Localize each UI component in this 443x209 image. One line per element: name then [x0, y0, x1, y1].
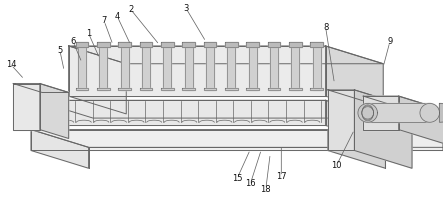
Text: 6: 6 — [70, 37, 76, 46]
Polygon shape — [140, 42, 152, 47]
Polygon shape — [185, 47, 193, 90]
Polygon shape — [249, 47, 256, 90]
Polygon shape — [69, 46, 326, 96]
Polygon shape — [363, 96, 399, 130]
Text: 18: 18 — [260, 185, 271, 194]
Polygon shape — [291, 47, 299, 90]
Polygon shape — [268, 42, 280, 47]
Polygon shape — [118, 42, 131, 47]
Text: 15: 15 — [232, 174, 242, 183]
Polygon shape — [69, 46, 126, 114]
Polygon shape — [313, 47, 321, 90]
Polygon shape — [326, 46, 383, 114]
Polygon shape — [358, 103, 377, 122]
Polygon shape — [225, 42, 238, 47]
Polygon shape — [13, 84, 69, 92]
Polygon shape — [78, 47, 86, 90]
Polygon shape — [97, 42, 110, 47]
Polygon shape — [328, 130, 385, 168]
Text: 4: 4 — [115, 12, 120, 21]
Polygon shape — [163, 47, 171, 90]
Polygon shape — [204, 42, 216, 47]
Polygon shape — [161, 88, 174, 90]
Text: 1: 1 — [86, 29, 91, 38]
Polygon shape — [246, 88, 259, 90]
Polygon shape — [399, 96, 443, 147]
Text: 14: 14 — [6, 60, 16, 69]
Polygon shape — [76, 42, 88, 47]
Polygon shape — [35, 100, 326, 125]
Polygon shape — [76, 88, 88, 90]
Polygon shape — [289, 42, 302, 47]
Polygon shape — [268, 88, 280, 90]
Text: 2: 2 — [128, 5, 133, 14]
Polygon shape — [311, 42, 323, 47]
Polygon shape — [118, 88, 131, 90]
Polygon shape — [439, 103, 443, 122]
Polygon shape — [227, 47, 235, 90]
Text: 5: 5 — [57, 46, 62, 55]
Polygon shape — [270, 47, 278, 90]
Polygon shape — [31, 130, 89, 168]
Polygon shape — [289, 88, 302, 90]
Text: 17: 17 — [276, 172, 287, 181]
Polygon shape — [35, 100, 383, 118]
Text: 10: 10 — [331, 161, 342, 170]
Text: 16: 16 — [245, 179, 256, 189]
Text: 9: 9 — [387, 37, 392, 46]
Polygon shape — [31, 130, 385, 147]
Polygon shape — [363, 96, 443, 114]
Polygon shape — [311, 88, 323, 90]
Polygon shape — [354, 90, 412, 168]
Polygon shape — [326, 100, 383, 143]
Polygon shape — [161, 42, 174, 47]
Polygon shape — [354, 130, 443, 147]
Polygon shape — [97, 88, 110, 90]
Text: 3: 3 — [183, 4, 189, 13]
Polygon shape — [368, 103, 430, 122]
Polygon shape — [142, 47, 150, 90]
Text: 7: 7 — [101, 16, 107, 25]
Polygon shape — [69, 46, 383, 64]
Polygon shape — [40, 84, 69, 138]
Polygon shape — [246, 42, 259, 47]
Polygon shape — [420, 103, 439, 122]
Polygon shape — [225, 88, 238, 90]
Polygon shape — [206, 47, 214, 90]
Polygon shape — [140, 88, 152, 90]
Polygon shape — [183, 42, 195, 47]
Polygon shape — [99, 47, 107, 90]
Text: 8: 8 — [323, 23, 328, 32]
Polygon shape — [354, 130, 443, 150]
Polygon shape — [204, 88, 216, 90]
Polygon shape — [13, 84, 40, 130]
Polygon shape — [120, 47, 128, 90]
Polygon shape — [183, 88, 195, 90]
Polygon shape — [328, 90, 412, 108]
Polygon shape — [31, 130, 328, 150]
Polygon shape — [328, 90, 354, 150]
